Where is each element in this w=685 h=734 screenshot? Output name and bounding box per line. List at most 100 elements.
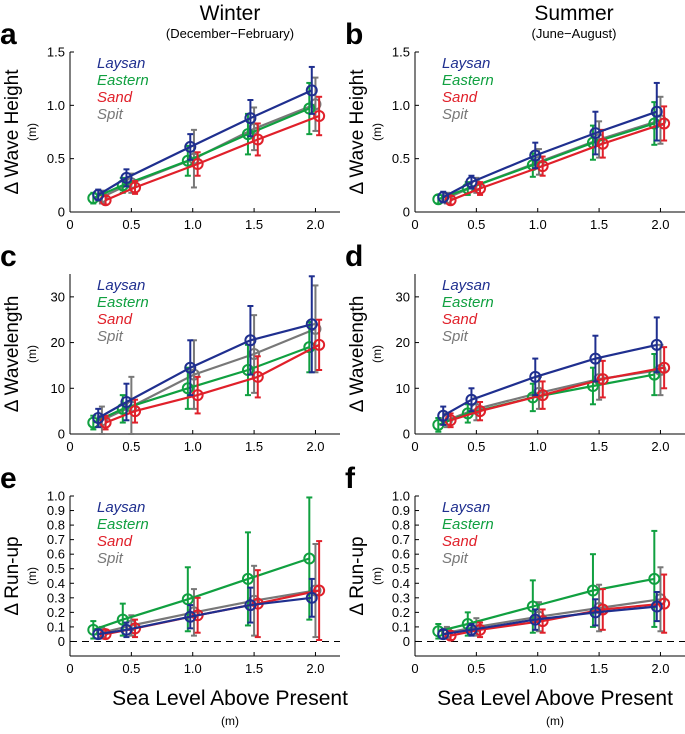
series-laysan <box>92 577 318 641</box>
y-axis-title: Δ Wavelength <box>2 296 23 413</box>
data-point <box>474 405 487 418</box>
y-tick-label: 1.0 <box>392 98 410 113</box>
y-axis-title: Δ Wavelength <box>347 296 368 413</box>
panel-e: 00.10.20.30.40.50.60.70.80.91.00 0.5 1.0 1.… <box>0 462 340 676</box>
x-tick-label: 2.0 <box>651 661 669 676</box>
data-point <box>444 629 457 642</box>
series-sand <box>99 95 326 207</box>
data-point <box>444 194 457 207</box>
panel-letter: b <box>345 18 363 51</box>
data-point <box>529 370 542 383</box>
data-point <box>650 600 663 613</box>
x-tick-label: 1.0 <box>184 439 202 454</box>
legend-entry-spit: Spit <box>442 328 469 345</box>
legend-entry-eastern: Eastern <box>442 72 494 89</box>
data-point <box>596 603 609 616</box>
legend-entry-eastern: Eastern <box>97 72 149 89</box>
data-point <box>181 382 194 395</box>
y-axis-title: Δ Run-up <box>347 536 368 615</box>
data-point <box>244 334 257 347</box>
series-sand <box>444 105 671 207</box>
y-axis-title: Δ Wave Height <box>347 69 368 195</box>
data-point <box>586 584 599 597</box>
data-point <box>120 623 133 636</box>
panel-letter: d <box>345 240 363 273</box>
x-tick-label: 2.0 <box>651 217 669 232</box>
data-point <box>589 352 602 365</box>
y-axis-title: Δ Wave Height <box>2 69 23 195</box>
x-tick-label: 1.0 <box>184 661 202 676</box>
legend-entry-sand: Sand <box>442 311 478 328</box>
y-tick-label: 20 <box>51 335 65 350</box>
y-tick-label: 0.8 <box>47 518 65 533</box>
data-point <box>526 600 539 613</box>
series-laysan <box>437 591 663 641</box>
data-point <box>116 613 129 626</box>
x-tick-label: 0.5 <box>122 217 140 232</box>
x-tick-label: 0.5 <box>467 439 485 454</box>
panel-letter: a <box>0 18 17 51</box>
x-tick-label: 2.0 <box>306 217 324 232</box>
legend-entry-laysan: Laysan <box>442 499 490 516</box>
series-line <box>450 366 665 422</box>
data-point <box>305 84 318 97</box>
y-tick-label: 0.7 <box>392 532 410 547</box>
data-point <box>596 373 609 386</box>
x-tick-label: 2.0 <box>306 661 324 676</box>
legend-entry-spit: Spit <box>442 106 469 123</box>
legend-entry-eastern: Eastern <box>442 516 494 533</box>
data-point <box>465 176 478 189</box>
y-tick-label: 0 <box>58 205 65 220</box>
y-tick-label: 0.1 <box>392 619 410 634</box>
col-subtitle-summer: (June−August) <box>532 26 617 41</box>
y-tick-label: 0.4 <box>392 576 410 591</box>
y-tick-label: 10 <box>51 381 65 396</box>
panels: 00.51.01.50 0.5 1.0 1.5 2.0LaysanEasternSand… <box>0 18 685 676</box>
y-tick-label: 0.9 <box>392 503 410 518</box>
col-title-winter: Winter <box>200 2 261 25</box>
y-axis-unit: (m) <box>25 567 39 585</box>
y-tick-label: 0 <box>58 427 65 442</box>
x-tick-label: 1.0 <box>529 217 547 232</box>
data-point <box>184 361 197 374</box>
series-sand <box>99 318 326 431</box>
y-tick-label: 30 <box>51 289 65 304</box>
panel-b: 0 0.5 1.0 1.5 0 0.5 1.0 1.5 2.0 LaysanEasternSand… <box>345 18 685 232</box>
legend-entry-laysan: Laysan <box>442 55 490 72</box>
y-tick-label: 0.8 <box>392 518 410 533</box>
legend-entry-eastern: Eastern <box>97 516 149 533</box>
data-point <box>92 628 105 641</box>
y-tick-label: 1.0 <box>47 98 65 113</box>
x-tick-label: 0 <box>66 661 73 676</box>
x-tick-label: 0.5 <box>122 439 140 454</box>
legend-entry-laysan: Laysan <box>442 277 490 294</box>
data-point <box>648 572 661 585</box>
data-point <box>120 171 133 184</box>
y-axis-unit: (m) <box>370 123 384 141</box>
data-point <box>92 412 105 424</box>
data-point <box>313 584 326 597</box>
series-sand <box>444 346 671 429</box>
x-tick-label: 0 <box>411 217 418 232</box>
x-tick-label: 0.5 <box>467 217 485 232</box>
x-tick-label: 1.0 <box>184 217 202 232</box>
x-tick-label: 0 <box>66 439 73 454</box>
panel-c: 0 10 20 30 0 0.5 1.0 1.5 2.0 LaysanEasternSandSpi… <box>0 240 340 454</box>
data-point <box>251 370 264 383</box>
data-point <box>650 338 663 351</box>
data-point <box>187 368 200 381</box>
y-tick-label: 10 <box>396 381 410 396</box>
legend-entry-laysan: Laysan <box>97 277 145 294</box>
data-point <box>437 191 450 204</box>
x-tick-label: 1.5 <box>590 217 608 232</box>
y-tick-label: 0.1 <box>47 619 65 634</box>
data-point <box>589 606 602 619</box>
y-tick-label: 30 <box>396 289 410 304</box>
y-axis-unit: (m) <box>25 345 39 363</box>
x-tick-label: 1.5 <box>590 439 608 454</box>
x-tick-label: 0.5 <box>122 661 140 676</box>
